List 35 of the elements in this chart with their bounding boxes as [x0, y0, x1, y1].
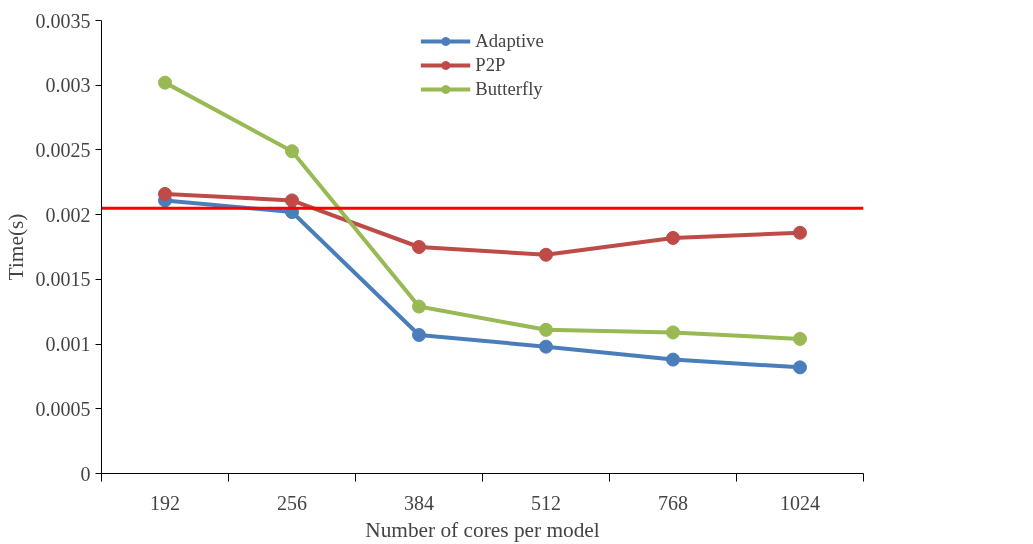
x-tick-label: 384 [404, 491, 434, 514]
point [412, 328, 426, 342]
point [539, 322, 553, 337]
x-tick-label: 512 [531, 491, 561, 514]
y-tick-label: 0 [80, 462, 91, 485]
y-axis-title: Time(s) [3, 213, 28, 281]
y-tick-label: 0.002 [45, 203, 91, 226]
point [539, 339, 553, 354]
x-axis-title: Number of cores per model [365, 517, 600, 542]
point [793, 225, 807, 240]
x-tick-label: 1024 [780, 491, 820, 514]
y-tick-label: 0.0025 [35, 138, 91, 161]
x-tick-label: 256 [277, 491, 307, 514]
point [793, 360, 807, 375]
point [666, 230, 680, 245]
point [539, 247, 553, 262]
legend-label: Butterfly [475, 78, 543, 100]
y-tick-label: 0.0015 [35, 268, 91, 291]
point [666, 325, 680, 340]
point [285, 144, 299, 159]
point [158, 186, 172, 201]
point [793, 331, 807, 346]
point [412, 299, 426, 314]
point [158, 75, 172, 90]
y-tick-label: 0.003 [45, 74, 91, 97]
y-tick-label: 0.001 [45, 333, 91, 356]
y-tick-label: 0.0035 [35, 9, 91, 32]
point [285, 193, 299, 208]
point [666, 352, 680, 367]
y-tick-label: 0.0005 [35, 397, 91, 420]
point [412, 240, 426, 254]
x-tick-label: 192 [150, 491, 180, 514]
legend-label: Adaptive [475, 30, 544, 52]
legend-label: P2P [475, 54, 506, 76]
x-tick-label: 768 [658, 491, 688, 514]
